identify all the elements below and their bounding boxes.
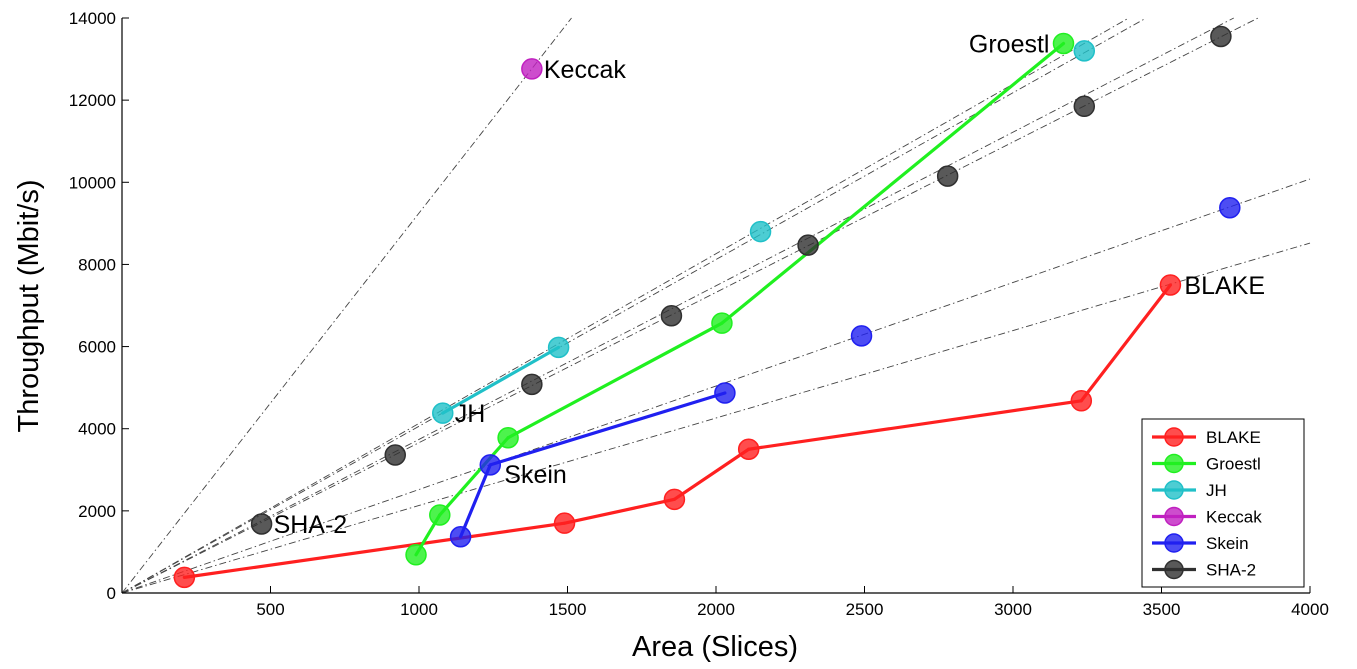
blake-point-1 bbox=[173, 566, 196, 589]
x-tick-label-1000: 1000 bbox=[400, 600, 438, 619]
x-tick-label-500: 500 bbox=[256, 600, 284, 619]
legend-label-blake: BLAKE bbox=[1206, 428, 1261, 447]
axes: 500 1000 1500 2000 2500 3000 3500 4000 0 2000 4000… bbox=[69, 9, 1329, 619]
sha-2-point-8 bbox=[1210, 25, 1232, 48]
legend-box bbox=[1141, 418, 1305, 588]
sha-2-point-1 bbox=[250, 513, 273, 535]
legend-label-keccak: Keccak bbox=[1206, 508, 1262, 527]
y-tick-label-10000: 10000 bbox=[69, 173, 116, 192]
sha-2-point-4 bbox=[660, 305, 683, 327]
y-tick-label-2000: 2000 bbox=[78, 502, 116, 521]
legend-marker-sha-2 bbox=[1164, 559, 1184, 580]
y-tick-label-14000: 14000 bbox=[69, 9, 116, 28]
legend-marker-groestl bbox=[1164, 453, 1184, 474]
y-tick-label-8000: 8000 bbox=[78, 255, 116, 274]
groestl-point-3 bbox=[497, 427, 519, 449]
reference-lines bbox=[121, 17, 1311, 594]
annotations: Keccak Groestl BLAKE JH Skein SHA-2 bbox=[274, 30, 1265, 539]
groestl-point-2 bbox=[429, 504, 451, 526]
legend-label-skein: Skein bbox=[1206, 534, 1249, 553]
data-markers bbox=[173, 25, 1241, 589]
groestl-line-3-4 bbox=[720, 41, 1066, 325]
blake-line-2-3 bbox=[672, 447, 751, 501]
keccak-point-1 bbox=[521, 58, 543, 80]
skein-point-5 bbox=[1219, 197, 1241, 219]
annotation-jh: JH bbox=[455, 400, 486, 428]
skein-point-2 bbox=[479, 454, 502, 476]
skein-line-1-2 bbox=[488, 391, 727, 467]
reference-line-4 bbox=[121, 17, 1234, 594]
reference-line-6 bbox=[121, 178, 1311, 594]
x-tick-label-4000: 4000 bbox=[1291, 600, 1329, 619]
y-tick-label-4000: 4000 bbox=[78, 420, 116, 439]
y-axis-title: Throughput (Mbit/s) bbox=[13, 179, 45, 432]
skein-point-1 bbox=[449, 525, 472, 548]
jh-point-2 bbox=[547, 336, 570, 359]
groestl-point-5 bbox=[1052, 32, 1075, 55]
sha-2-point-7 bbox=[1073, 95, 1096, 118]
sha-2-point-3 bbox=[521, 373, 543, 396]
series-lines bbox=[182, 41, 1173, 579]
skein-line-0-1 bbox=[458, 463, 492, 539]
legend-marker-keccak bbox=[1164, 506, 1184, 527]
blake-line-4-5 bbox=[1079, 283, 1173, 403]
sha-2-point-6 bbox=[936, 165, 959, 187]
reference-line-1 bbox=[121, 17, 572, 594]
blake-point-2 bbox=[553, 512, 576, 534]
legend-label-sha-2: SHA-2 bbox=[1206, 561, 1256, 580]
blake-point-4 bbox=[737, 438, 760, 460]
skein-point-3 bbox=[714, 382, 736, 404]
legend-label-jh: JH bbox=[1206, 481, 1227, 500]
groestl-point-4 bbox=[711, 312, 733, 334]
reference-line-5 bbox=[121, 17, 1259, 594]
jh-point-1 bbox=[432, 402, 454, 424]
reference-line-7 bbox=[121, 242, 1311, 594]
legend: BLAKE Groestl JH Keccak Skein SHA-2 bbox=[1141, 418, 1305, 588]
groestl-line-2-3 bbox=[506, 321, 724, 440]
y-tick-label-12000: 12000 bbox=[69, 91, 116, 110]
x-axis-title: Area (Slices) bbox=[632, 631, 798, 663]
blake-line-3-4 bbox=[747, 399, 1083, 451]
blake-line-1-2 bbox=[562, 497, 677, 525]
reference-line-2 bbox=[121, 17, 1130, 594]
annotation-sha-2: SHA-2 bbox=[274, 511, 348, 539]
blake-point-5 bbox=[1070, 390, 1093, 412]
legend-label-groestl: Groestl bbox=[1206, 455, 1261, 474]
skein-point-4 bbox=[850, 325, 873, 347]
x-tick-label-2000: 2000 bbox=[697, 600, 735, 619]
groestl-line-1-2 bbox=[438, 436, 510, 517]
annotation-blake: BLAKE bbox=[1184, 272, 1265, 300]
jh-point-4 bbox=[1073, 40, 1096, 62]
y-tick-label-6000: 6000 bbox=[78, 338, 116, 357]
sha-2-point-2 bbox=[384, 444, 406, 466]
jh-line-0-1 bbox=[441, 345, 561, 415]
x-tick-label-3500: 3500 bbox=[1143, 600, 1181, 619]
annotation-keccak: Keccak bbox=[544, 56, 626, 84]
x-tick-label-2500: 2500 bbox=[846, 600, 884, 619]
blake-point-3 bbox=[663, 488, 686, 511]
annotation-groestl: Groestl bbox=[969, 30, 1050, 58]
blake-point-6 bbox=[1159, 274, 1182, 296]
legend-marker-skein bbox=[1164, 533, 1184, 553]
x-tick-label-1500: 1500 bbox=[549, 600, 587, 619]
sha-2-point-5 bbox=[797, 234, 819, 256]
legend-marker-jh bbox=[1164, 480, 1184, 500]
annotation-skein: Skein bbox=[504, 461, 567, 489]
groestl-point-1 bbox=[405, 544, 427, 566]
blake-line-0-1 bbox=[182, 521, 567, 579]
legend-marker-blake bbox=[1164, 427, 1184, 447]
x-tick-label-3000: 3000 bbox=[994, 600, 1032, 619]
y-tick-label-0: 0 bbox=[107, 584, 116, 603]
jh-point-3 bbox=[749, 220, 772, 243]
